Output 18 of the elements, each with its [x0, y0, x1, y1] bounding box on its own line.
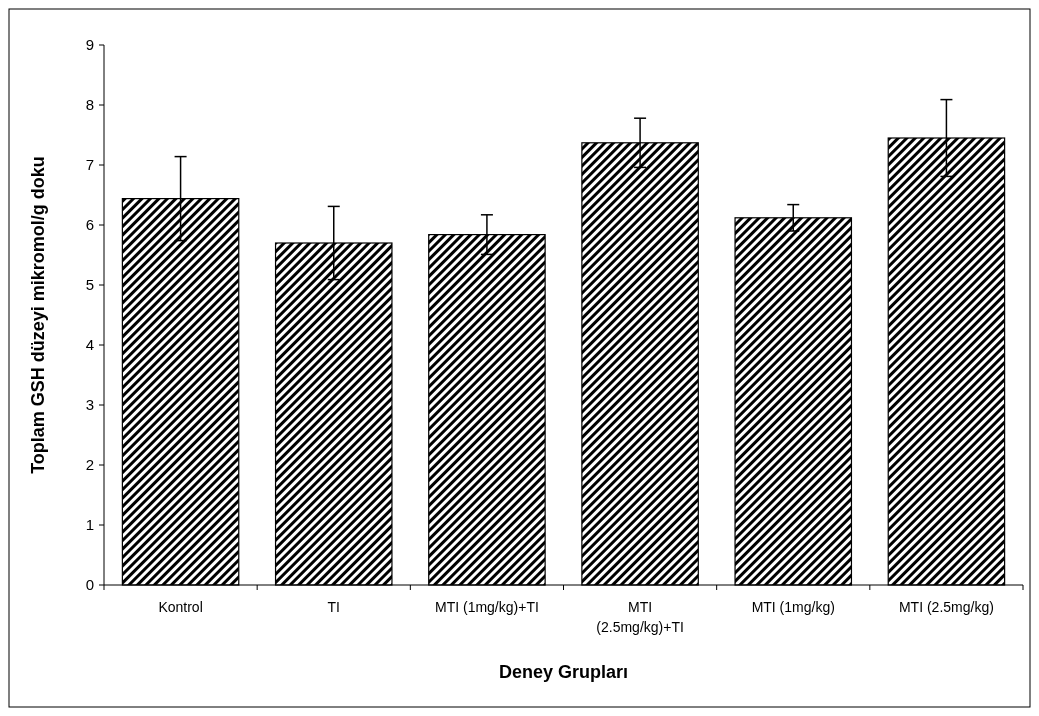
y-tick-label: 7: [85, 156, 94, 174]
y-tick-label: 2: [85, 456, 94, 474]
y-tick-label: 4: [85, 336, 94, 354]
x-tick-label: MTI (1mg/kg): [751, 599, 835, 615]
x-tick-label: MTI (1mg/kg)+TI: [434, 599, 539, 615]
y-tick-label: 6: [85, 216, 94, 234]
x-axis-title: Deney Grupları: [498, 662, 629, 682]
x-tick-label: Kontrol: [158, 599, 203, 615]
y-tick-label: 1: [85, 516, 94, 534]
x-tick-label: MTI (2.5mg/kg)+TI: [596, 599, 684, 635]
y-axis-title: Toplam GSH düzeyi mikromol/g doku: [28, 156, 48, 474]
x-tick-label: TI: [327, 599, 340, 615]
y-tick-label: 3: [85, 396, 94, 414]
y-tick-label: 9: [85, 36, 94, 54]
y-tick-label: 5: [85, 276, 94, 294]
y-tick-label: 0: [85, 576, 94, 594]
y-tick-label: 8: [85, 96, 94, 114]
x-tick-label: MTI (2.5mg/kg): [898, 599, 994, 615]
